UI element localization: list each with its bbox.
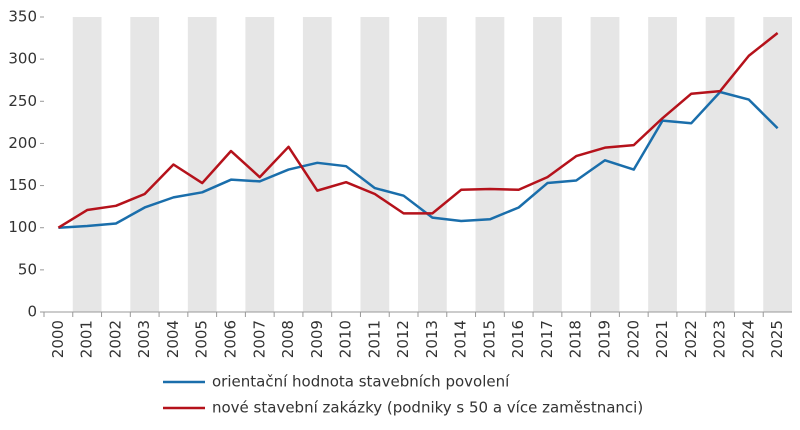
x-tick-label: 2002 xyxy=(106,320,124,358)
x-tick-label: 2010 xyxy=(337,320,355,358)
y-tick-label: 200 xyxy=(8,134,37,152)
x-tick-label: 2021 xyxy=(653,320,671,358)
y-tick-label: 150 xyxy=(8,176,37,194)
x-tick-label: 2017 xyxy=(538,320,556,358)
x-tick-label: 2003 xyxy=(135,320,153,358)
x-tick-label: 2008 xyxy=(279,320,297,358)
y-tick-label: 350 xyxy=(8,8,37,26)
band-shade xyxy=(475,17,505,312)
band-shade xyxy=(705,17,735,312)
y-tick-label: 300 xyxy=(8,50,37,68)
band-shade xyxy=(648,17,677,312)
band-shade xyxy=(72,17,102,312)
x-tick-label: 2023 xyxy=(711,320,729,358)
y-tick-label: 100 xyxy=(8,218,37,236)
x-tick-label: 2009 xyxy=(308,320,326,358)
series-line xyxy=(58,90,779,229)
x-tick-label: 2020 xyxy=(624,320,642,358)
band-shade xyxy=(187,17,217,312)
legend-label: orientační hodnota stavebních povolení xyxy=(212,373,510,391)
x-tick-label: 2007 xyxy=(250,320,268,358)
band-shade xyxy=(418,17,447,312)
x-tick-label: 2005 xyxy=(193,320,211,358)
series-line xyxy=(57,32,779,229)
x-tick-label: 2011 xyxy=(365,320,383,358)
x-tick-label: 2012 xyxy=(394,320,412,358)
x-tick-label: 2024 xyxy=(739,320,757,358)
x-tick-label: 2001 xyxy=(78,320,96,358)
x-tick-label: 2015 xyxy=(480,320,498,358)
x-tick-label: 2013 xyxy=(423,320,441,358)
band-shade xyxy=(533,17,562,312)
y-tick-label: 50 xyxy=(18,260,37,278)
x-tick-label: 2014 xyxy=(452,320,470,358)
x-tick-label: 2022 xyxy=(682,320,700,358)
x-tick-label: 2000 xyxy=(49,320,67,358)
x-tick-label: 2019 xyxy=(596,320,614,358)
band-shade xyxy=(130,17,160,312)
band-shade xyxy=(360,17,390,312)
x-tick-label: 2006 xyxy=(222,320,240,358)
band-shade xyxy=(245,17,275,312)
x-tick-label: 2016 xyxy=(509,320,527,358)
band-shade xyxy=(763,17,792,312)
legend-label: nové stavební zakázky (podniky s 50 a ví… xyxy=(212,399,643,417)
y-tick-label: 250 xyxy=(8,92,37,110)
x-tick-label: 2018 xyxy=(567,320,585,358)
x-tick-label: 2004 xyxy=(164,320,182,358)
y-tick-label: 0 xyxy=(27,303,37,321)
x-tick-label: 2025 xyxy=(768,320,786,358)
